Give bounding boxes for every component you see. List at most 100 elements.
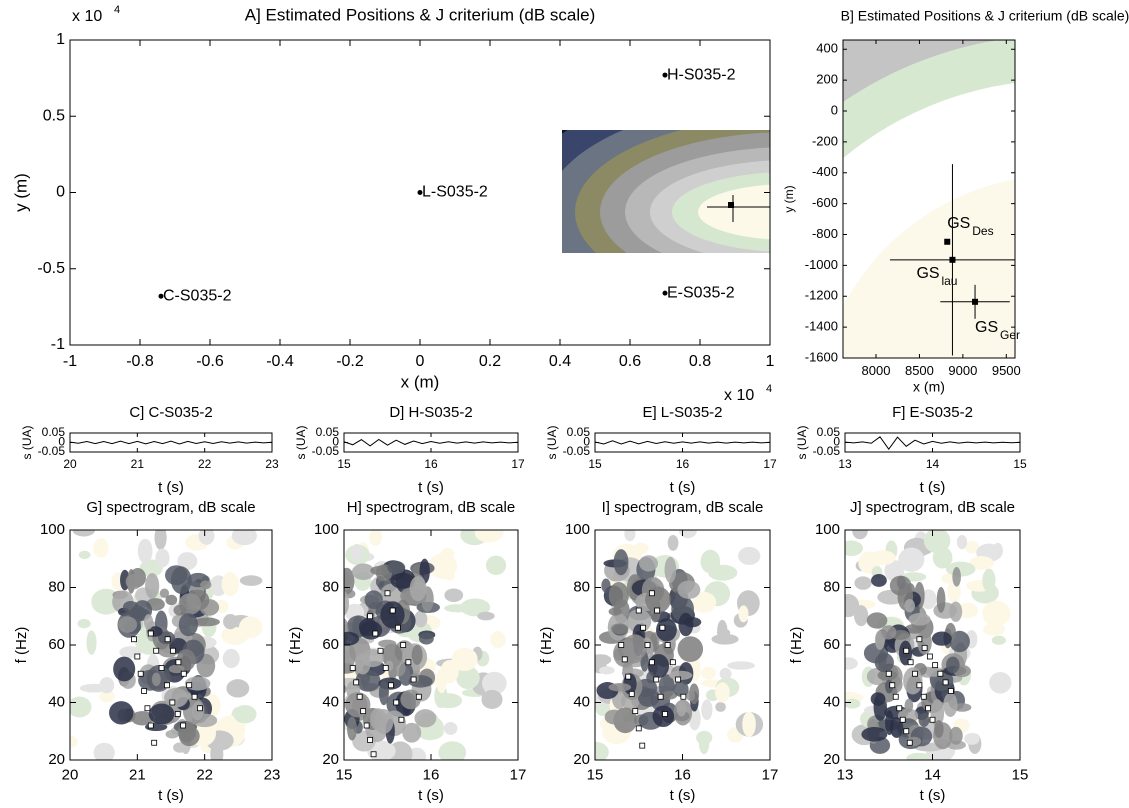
plot-area: [595, 440, 770, 445]
x-tick-label: 8000: [862, 363, 891, 378]
x-axis-label: x (m): [913, 379, 945, 395]
contour-level: [698, 184, 770, 240]
y-tick-label: 400: [816, 41, 838, 56]
y-tick-label: -0.05: [813, 444, 841, 458]
x-tick-label: 0.6: [619, 353, 641, 370]
spectro-blob: [854, 605, 869, 627]
marker: [903, 728, 910, 735]
marker: [170, 647, 176, 654]
plot-area: [70, 530, 263, 760]
x-tick-label: 0.4: [549, 353, 571, 370]
marker: [158, 665, 165, 671]
spectro-blob: [70, 696, 92, 718]
marker: [349, 665, 356, 671]
y-axis-label: f (Hz): [788, 627, 805, 664]
marker: [632, 708, 639, 715]
spectro-blob: [904, 698, 914, 713]
spectro-blob: [98, 690, 115, 703]
x-scale-label: x 10: [724, 387, 754, 404]
marker: [899, 716, 906, 723]
spectro-blob: [93, 538, 109, 558]
spectro-blob: [854, 576, 872, 590]
x-tick-label: 15: [336, 767, 353, 784]
spectro-blob: [656, 618, 677, 642]
y-scale-exp: 4: [114, 4, 120, 16]
marker: [920, 693, 927, 700]
spectro-blob: [904, 624, 925, 634]
y-tick-label: 1: [56, 31, 65, 48]
spectro-blob: [923, 530, 951, 554]
spectro-blob: [223, 613, 238, 630]
spectro-blob: [964, 540, 980, 554]
marker: [141, 688, 147, 694]
x-axis-label: t (s): [418, 787, 444, 804]
marker: [889, 682, 896, 689]
marker: [937, 670, 944, 677]
spectro-blob: [200, 580, 212, 590]
x-axis-label: t (s): [158, 479, 184, 496]
marker: [635, 607, 642, 614]
spectro-blob: [159, 588, 170, 599]
spectro-blob: [870, 692, 886, 706]
spectro-blob: [717, 619, 728, 642]
x-tick-label: 0: [416, 353, 425, 370]
spectro-blob: [956, 534, 968, 550]
marker: [906, 739, 913, 746]
x-tick-label: 15: [588, 457, 602, 471]
spectro-blob: [125, 573, 143, 590]
y-tick-label: -0.05: [563, 444, 591, 458]
x-tick-label: 21: [131, 457, 145, 471]
marker: [393, 699, 400, 706]
x-tick-label: 23: [265, 457, 279, 471]
spectro-blob: [435, 693, 463, 709]
x-tick-label: 13: [838, 457, 852, 471]
panel-title: A] Estimated Positions & J criterium (dB…: [245, 5, 596, 24]
spectro-blob: [137, 538, 153, 564]
y-tick-label: 0.05: [316, 425, 340, 439]
y-scale-label: x 10: [72, 8, 102, 25]
spectro-blob: [113, 656, 136, 682]
spectro-blob: [632, 542, 649, 554]
spectro-blob: [946, 740, 966, 750]
marker: [625, 673, 632, 680]
y-tick-label: 40: [573, 693, 590, 710]
marker: [367, 736, 374, 743]
spectro-blob: [918, 713, 930, 727]
spectro-blob: [351, 543, 363, 563]
y-tick-label: 0.05: [42, 425, 66, 439]
marker: [648, 659, 655, 666]
y-tick-label: 100: [565, 521, 590, 538]
spectro-blob: [906, 752, 932, 760]
spectro-blob: [608, 607, 622, 616]
marker: [675, 676, 682, 683]
spectro-blob: [409, 576, 427, 602]
spectro-blob: [889, 575, 912, 596]
spectro-blob: [957, 602, 979, 619]
spectro-blob: [481, 671, 507, 695]
y-tick-label: 0: [58, 435, 65, 449]
x-tick-label: 20: [63, 457, 77, 471]
spectro-blob: [444, 604, 472, 613]
spectro-blob: [369, 530, 383, 547]
x-tick-label: 0.2: [479, 353, 501, 370]
spectro-blob: [143, 614, 154, 630]
spectro-blob: [917, 629, 932, 655]
spectro-blob: [460, 598, 491, 617]
y-tick-label: 40: [823, 693, 840, 710]
y-tick-label: 60: [322, 636, 339, 653]
spectro-blob: [599, 666, 615, 675]
spectro-blob: [129, 605, 146, 622]
marker: [405, 659, 412, 666]
x-tick-label: 17: [763, 457, 777, 471]
x-tick-label: 15: [1013, 457, 1027, 471]
marker: [885, 670, 892, 677]
x-axis-label: t (s): [920, 787, 946, 804]
plot-area: [845, 436, 1020, 451]
waveform: [70, 440, 272, 445]
x-axis-label: t (s): [158, 787, 184, 804]
spectro-blob: [99, 677, 115, 694]
y-tick-label: 40: [322, 693, 339, 710]
marker: [400, 642, 407, 648]
marker: [367, 613, 374, 620]
